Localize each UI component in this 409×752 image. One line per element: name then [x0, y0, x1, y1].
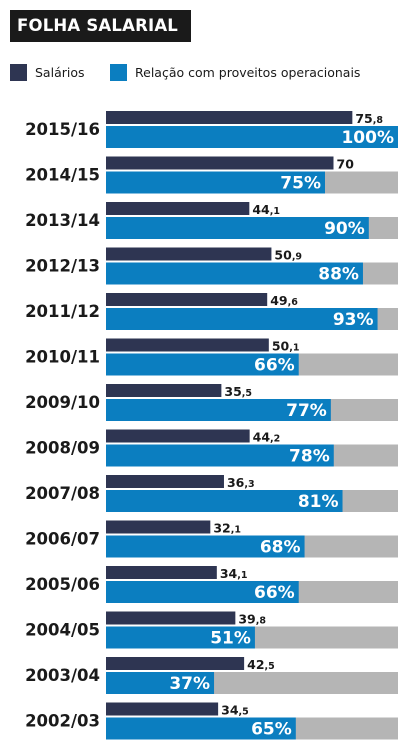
- salarios-value-label: 50,1: [272, 339, 300, 354]
- salarios-bar: [106, 475, 224, 488]
- salarios-value-label: 35,5: [224, 384, 252, 399]
- salarios-value-label: 36,3: [227, 475, 255, 490]
- relacao-bar: [106, 581, 299, 603]
- year-label: 2015/16: [25, 120, 100, 139]
- salarios-value-label: 39,8: [238, 612, 266, 627]
- year-label: 2010/11: [25, 348, 100, 367]
- salarios-bar: [106, 202, 250, 215]
- legend-label-salarios: Salários: [35, 65, 85, 80]
- relacao-percent-label: 90%: [324, 219, 365, 239]
- relacao-percent-label: 100%: [341, 128, 394, 148]
- salarios-value-label: 75,8: [355, 111, 383, 126]
- salarios-bar: [106, 566, 217, 579]
- salarios-bar: [106, 247, 272, 261]
- relacao-percent-label: 88%: [318, 265, 359, 285]
- year-label: 2009/10: [25, 393, 100, 412]
- salarios-bar: [106, 111, 353, 124]
- relacao-percent-label: 81%: [298, 492, 339, 512]
- legend-item-relacao: Relação com proveitos operacionais: [110, 64, 360, 81]
- relacao-percent-label: 77%: [286, 401, 327, 421]
- relacao-bar: [106, 535, 305, 558]
- salarios-bar: [106, 156, 334, 170]
- relacao-bar: [106, 717, 296, 740]
- year-label: 2007/08: [25, 484, 100, 503]
- salarios-bar: [106, 429, 250, 443]
- salarios-value-label: 49,6: [270, 293, 298, 308]
- salarios-value-label: 32,1: [213, 521, 241, 536]
- relacao-bar: [106, 308, 378, 330]
- salarios-value-label: 50,9: [274, 248, 302, 263]
- relacao-bar: [106, 672, 215, 694]
- relacao-percent-label: 78%: [289, 447, 330, 467]
- year-label: 2012/13: [25, 257, 100, 276]
- relacao-bar: [106, 444, 334, 467]
- relacao-bar: [106, 171, 325, 194]
- year-label: 2014/15: [25, 166, 100, 185]
- salarios-value-label: 44,1: [252, 202, 280, 217]
- year-label: 2013/14: [25, 211, 100, 230]
- salarios-bar: [106, 657, 245, 670]
- chart-title: FOLHA SALARIAL: [10, 10, 191, 42]
- legend-swatch-salarios: [10, 64, 27, 81]
- relacao-percent-label: 51%: [210, 629, 251, 649]
- relacao-percent-label: 75%: [280, 174, 321, 194]
- relacao-percent-label: 93%: [333, 310, 374, 330]
- relacao-bar: [106, 399, 331, 421]
- salarios-bar: [106, 338, 269, 352]
- relacao-percent-label: 37%: [169, 674, 210, 694]
- relacao-bar: [106, 353, 299, 376]
- legend-label-relacao: Relação com proveitos operacionais: [135, 65, 361, 80]
- salarios-bar: [106, 611, 236, 625]
- year-label: 2005/06: [25, 575, 100, 594]
- salarios-value-label: 42,5: [247, 657, 275, 672]
- salarios-bar: [106, 520, 211, 534]
- relacao-percent-label: 66%: [254, 583, 295, 603]
- year-label: 2002/03: [25, 712, 100, 731]
- salarios-value-label: 44,2: [253, 430, 281, 445]
- relacao-bar: [106, 126, 398, 148]
- salarios-bar: [106, 702, 219, 716]
- relacao-bar: [106, 626, 255, 649]
- salarios-value-label: 34,5: [221, 703, 249, 718]
- year-label: 2008/09: [25, 439, 100, 458]
- salarios-bar: [106, 384, 222, 397]
- relacao-bar: [106, 262, 363, 285]
- relacao-percent-label: 66%: [254, 356, 295, 376]
- relacao-bar: [106, 217, 369, 239]
- salarios-value-label: 34,1: [220, 566, 248, 581]
- year-label: 2006/07: [25, 530, 100, 549]
- relacao-percent-label: 68%: [260, 538, 301, 558]
- legend-item-salarios: Salários: [10, 64, 85, 81]
- relacao-percent-label: 65%: [251, 720, 292, 740]
- year-label: 2004/05: [25, 621, 100, 640]
- year-label: 2003/04: [25, 666, 100, 685]
- salarios-value-label: 70: [337, 157, 355, 172]
- relacao-bar: [106, 490, 343, 512]
- legend-swatch-relacao: [110, 64, 127, 81]
- year-label: 2011/12: [25, 302, 100, 321]
- salarios-bar: [106, 293, 268, 306]
